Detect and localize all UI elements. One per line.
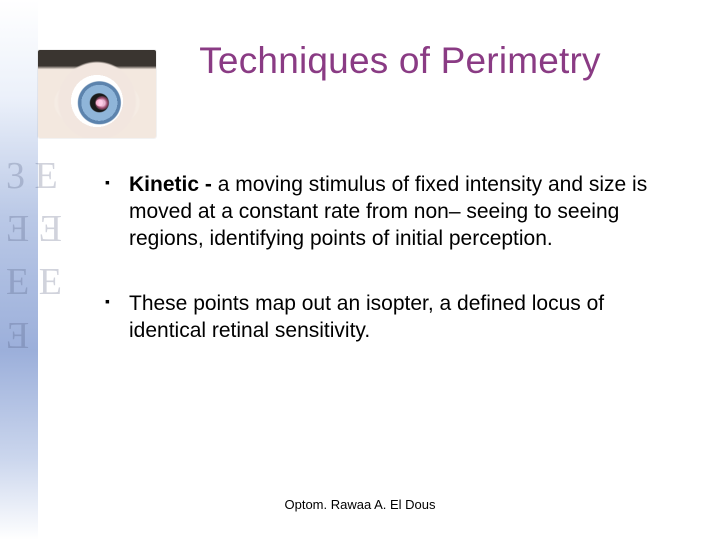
slide-footer: Optom. Rawaa A. El Dous <box>0 497 720 512</box>
bullet-list: Kinetic - a moving stimulus of fixed int… <box>80 172 660 344</box>
bullet-item: These points map out an isopter, a defin… <box>105 291 660 345</box>
slide-title: Techniques of Perimetry <box>140 40 660 82</box>
slide-container: Techniques of Perimetry Kinetic - a movi… <box>0 0 720 540</box>
bullet-bold-prefix: Kinetic - <box>129 173 218 196</box>
bullet-item: Kinetic - a moving stimulus of fixed int… <box>105 172 660 253</box>
bullet-text: These points map out an isopter, a defin… <box>129 292 604 342</box>
